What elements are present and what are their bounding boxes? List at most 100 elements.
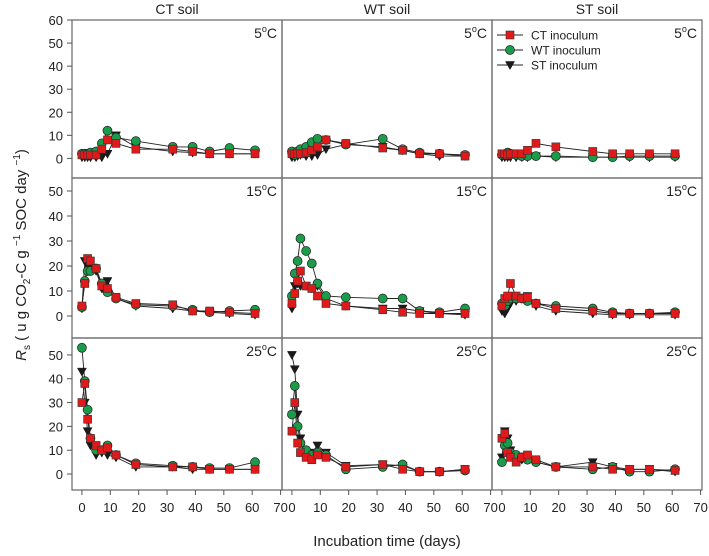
data-point-square [500, 429, 510, 438]
x-tick-label: 10 [103, 500, 117, 515]
data-point-square [625, 309, 634, 318]
data-point-square [131, 299, 141, 308]
data-point-square [103, 135, 112, 145]
data-point-square [225, 464, 234, 474]
data-point-square [551, 304, 561, 313]
y-tick-label: 20 [49, 419, 63, 434]
data-point-square [460, 309, 470, 318]
x-tick-label: 40 [608, 500, 622, 515]
x-tick-label: 0 [78, 500, 85, 515]
data-point-square [523, 450, 532, 460]
data-point-square [86, 434, 95, 443]
data-point-square [460, 464, 470, 474]
data-point-square [415, 467, 424, 476]
data-point-square [293, 438, 302, 448]
data-point-square [460, 151, 470, 161]
data-point-triangle [287, 351, 297, 360]
data-point-square [287, 299, 297, 308]
data-point-square [313, 291, 322, 301]
data-point-square [188, 462, 197, 472]
data-point-square [321, 299, 331, 308]
legend-label: CT inoculum [531, 29, 598, 43]
data-point-square [97, 144, 107, 154]
y-tick-label: 30 [49, 82, 63, 97]
data-point-square [250, 309, 260, 318]
data-point-square [531, 139, 541, 148]
legend-label: ST inoculum [531, 59, 597, 73]
data-point-square [205, 306, 214, 316]
data-point-square [103, 284, 112, 293]
data-point-square [168, 462, 178, 472]
data-point-square [131, 144, 141, 154]
x-axis-label: Incubation time (days) [313, 533, 461, 550]
y-tick-label: 40 [49, 59, 63, 74]
data-point-square [523, 292, 532, 302]
data-point-square [296, 266, 305, 276]
data-point-square [205, 149, 214, 159]
data-point-square [290, 398, 300, 407]
x-tick-label: 50 [217, 500, 231, 515]
data-point-circle [312, 133, 323, 144]
data-point-square [645, 464, 654, 474]
y-tick-label: 50 [49, 36, 63, 51]
data-point-square [505, 30, 515, 40]
panel-frame [491, 337, 703, 491]
temperature-label: 15oC [246, 182, 277, 199]
panel-frame [71, 177, 283, 339]
data-point-circle [131, 136, 141, 146]
data-point-square [111, 139, 121, 148]
data-point-square [670, 149, 680, 159]
data-point-triangle [82, 427, 93, 437]
data-point-circle [505, 45, 515, 55]
y-tick-label: 20 [49, 105, 63, 120]
data-point-square [83, 414, 92, 424]
data-point-circle [77, 342, 87, 353]
x-tick-label: 40 [188, 500, 202, 515]
data-point-circle [295, 233, 306, 244]
temperature-label: 15oC [666, 182, 697, 199]
x-tick-label: 10 [313, 500, 327, 515]
data-point-square [188, 147, 197, 156]
data-point-circle [551, 151, 561, 161]
data-point-square [497, 301, 507, 311]
data-point-square [398, 146, 407, 155]
data-point-square [588, 147, 598, 156]
data-point-square [250, 464, 260, 474]
data-point-circle [301, 246, 311, 256]
y-tick-label: 50 [49, 184, 63, 199]
data-point-square [670, 466, 680, 475]
data-point-square [551, 462, 561, 472]
x-tick-label: 70 [483, 500, 497, 515]
data-point-square [168, 300, 178, 310]
data-point-triangle [505, 61, 515, 71]
panel-wt-soil-1: 15oC [281, 177, 493, 339]
data-point-square [77, 301, 87, 311]
data-point-circle [497, 457, 507, 467]
data-point-square [415, 149, 424, 159]
data-point-square [91, 441, 101, 450]
temperature-label: 5oC [254, 24, 277, 41]
temperature-label: 25oC [666, 342, 697, 359]
data-point-square [645, 309, 654, 318]
data-point-square [341, 139, 351, 148]
data-point-square [503, 291, 512, 301]
data-point-square [625, 464, 634, 474]
data-point-square [506, 279, 515, 288]
x-tick-label: 0 [288, 500, 295, 515]
data-point-circle [287, 409, 297, 420]
y-axis-label: Rs ( u g CO2-C g −1 SOC day −1) [12, 149, 33, 361]
data-point-triangle [321, 145, 331, 155]
data-point-triangle [289, 365, 300, 375]
data-point-square [131, 460, 141, 469]
data-point-square [86, 256, 95, 266]
y-tick-label: 50 [49, 348, 63, 363]
panel-wt-soil-2: 25oC [281, 337, 493, 491]
data-point-square [313, 142, 322, 152]
legend-label: WT inoculum [531, 44, 601, 58]
data-point-square [341, 301, 351, 311]
data-point-square [91, 150, 101, 160]
x-tick-label: 60 [455, 500, 469, 515]
data-point-circle [377, 293, 388, 304]
y-tick-label: 10 [49, 128, 63, 143]
